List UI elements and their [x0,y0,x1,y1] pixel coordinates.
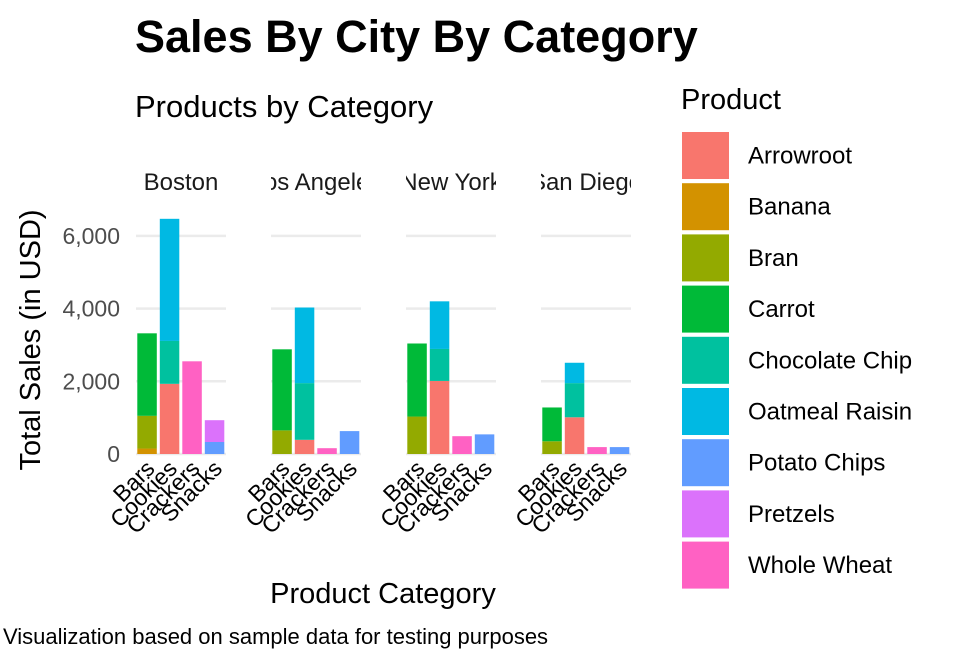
bar-segment [159,340,180,384]
legend-swatch [682,541,729,589]
bar-segment [564,417,585,454]
chart-subtitle: Products by Category [135,89,434,124]
facet-strip-label: Boston [144,169,219,196]
bar-segment [452,436,472,454]
y-tick-label: 6,000 [62,223,120,249]
legend-swatch [682,285,729,333]
chart-caption: Visualization based on sample data for t… [3,624,548,649]
bar-segment [272,430,292,454]
legend-swatch [682,439,729,487]
bar-segment [429,380,450,454]
bar-segment [429,348,450,381]
bar-segment [564,383,585,418]
bar-segment [159,218,180,341]
bar-segment [204,420,225,443]
bar-segment [137,448,157,454]
legend-swatch [682,490,729,538]
legend-swatch [682,388,729,435]
bar-segment [564,362,585,384]
bar-segment [317,448,337,454]
legend-swatch [682,183,729,231]
y-tick-label: 2,000 [62,368,120,394]
legend-label: Banana [748,194,831,221]
facet-strip-label: San Diego [530,169,642,196]
bar-segment [272,349,292,431]
chart-title: Sales By City By Category [135,11,698,62]
bar-segment [542,441,562,454]
facet-strip-label: New York [400,169,502,196]
bar-segment [159,383,180,454]
legend-label: Arrowroot [748,143,852,170]
bar-segment [474,434,495,454]
legend-swatch [682,234,729,282]
bar-segment [204,442,225,454]
bar-segment [182,361,202,454]
x-axis-title: Product Category [270,578,496,610]
legend-label: Oatmeal Raisin [748,399,912,426]
facet-strip-label: Los Angeles [251,169,382,196]
legend-label: Pretzels [748,501,835,528]
bar-segment [542,407,562,442]
legend-label: Potato Chips [748,450,885,477]
legend-label: Carrot [748,296,815,323]
bar-segment [137,415,157,449]
bar-segment [407,343,427,417]
y-tick-label: 4,000 [62,296,120,322]
bar-segment [294,307,315,384]
bar-segment [294,383,315,440]
bar-segment [429,301,450,349]
bar-segment [407,416,427,454]
bar-segment [609,447,630,454]
legend-label: Chocolate Chip [748,347,912,374]
legend-label: Whole Wheat [748,552,892,579]
y-axis: 0 2,000 4,000 6,000 [62,223,120,467]
legend-swatch [682,132,729,179]
bar-segment [339,431,360,454]
y-axis-title: Total Sales (in USD) [15,209,47,470]
legend: Product Arrowroot Banana Bran Carrot Chocola… [681,84,912,589]
legend-swatch [682,336,729,384]
legend-label: Bran [748,245,799,272]
bar-segment [137,333,157,416]
y-tick-label: 0 [107,441,120,467]
legend-title: Product [681,84,781,116]
bar-segment [294,439,315,454]
bar-segment [587,447,607,454]
